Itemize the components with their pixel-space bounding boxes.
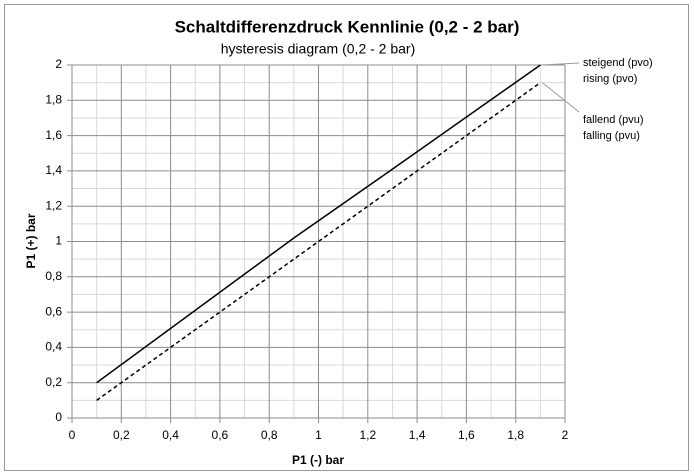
- annotation: rising (pvo): [583, 73, 637, 85]
- y-tick-label: 1,8: [45, 92, 62, 106]
- line-series: [96, 64, 541, 384]
- annotation: fallend (pvu): [583, 114, 644, 126]
- x-tick-label: 2: [562, 428, 569, 442]
- y-tick-label: 0,8: [45, 269, 62, 283]
- chart-title: Schaltdifferenzdruck Kennlinie (0,2 - 2 …: [175, 17, 520, 36]
- y-tick-label: 1,2: [45, 198, 62, 212]
- x-tick-label: 0,6: [212, 428, 229, 442]
- y-axis-label: P1 (+) bar: [24, 213, 38, 268]
- y-tick-label: 0,6: [45, 304, 62, 318]
- x-tick-label: 1,6: [458, 428, 475, 442]
- x-tick-label: 1,4: [409, 428, 426, 442]
- leader-line: [542, 62, 580, 66]
- x-tick-label: 1: [315, 428, 322, 442]
- annotation: steigend (pvo): [583, 57, 653, 69]
- x-tick-label: 0: [69, 428, 76, 442]
- x-tick-label: 0,2: [113, 428, 130, 442]
- x-axis-label: P1 (-) bar: [292, 453, 344, 467]
- y-tick-label: 1,6: [45, 128, 62, 142]
- x-tick-label: 1,8: [507, 428, 524, 442]
- chart-subtitle: hysteresis diagram (0,2 - 2 bar): [221, 41, 416, 57]
- y-tick-label: 1,4: [45, 163, 62, 177]
- x-tick-label: 0,4: [162, 428, 179, 442]
- x-tick-label: 1,2: [359, 428, 376, 442]
- y-tick-label: 0,2: [45, 375, 62, 389]
- y-tick-label: 1: [55, 234, 62, 248]
- x-tick-label: 0,8: [261, 428, 278, 442]
- annotation: falling (pvu): [583, 130, 640, 142]
- leader-line: [542, 82, 580, 113]
- y-tick-label: 0: [55, 410, 62, 424]
- y-tick-label: 0,4: [45, 340, 62, 354]
- y-tick-label: 2: [55, 57, 62, 71]
